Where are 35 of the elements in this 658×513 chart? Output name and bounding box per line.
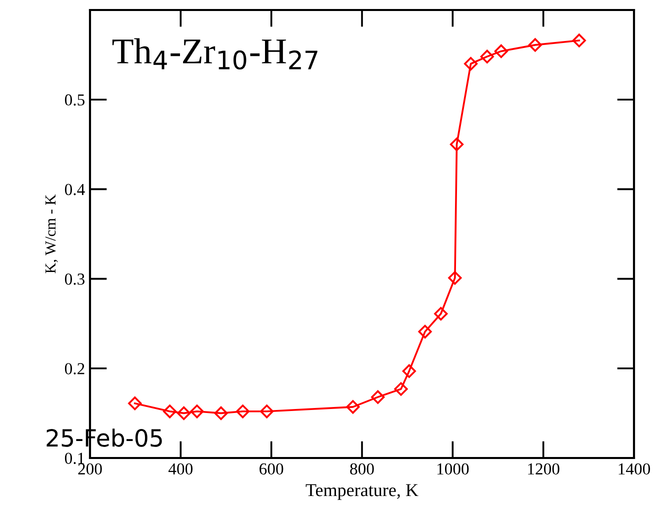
point (346, 400, 360, 414)
y-tick-label: 0.2 (64, 363, 84, 374)
point (450, 138, 464, 152)
point (480, 50, 494, 64)
point (162, 404, 177, 418)
y-axis-title: K, W/cm - K (45, 194, 58, 274)
x-axis-title: Temperature, K (306, 484, 418, 500)
point (418, 324, 432, 338)
x-tick-label: 800 (350, 463, 374, 475)
y-tick-label: 0.4 (64, 184, 85, 196)
x-tick-label: 200 (78, 463, 102, 475)
point (572, 34, 586, 48)
point (464, 56, 478, 71)
x-tick-label: 1400 (618, 463, 650, 475)
point (402, 364, 416, 378)
text: Th$_{4}$-Zr$_{10}$-H$_{27}$ (112, 38, 318, 70)
point (177, 406, 191, 420)
point (434, 306, 448, 321)
x-tick-label: 400 (168, 463, 193, 475)
point (371, 390, 385, 404)
x-tick-label: 1000 (437, 463, 469, 475)
point (214, 406, 228, 420)
point (190, 404, 204, 418)
point (448, 271, 462, 285)
y-tick-label: 0.5 (64, 94, 84, 106)
x-tick-label: 600 (260, 463, 284, 475)
y-tick-label: 0.3 (64, 274, 84, 285)
point (494, 44, 508, 58)
point (394, 382, 408, 396)
point (260, 404, 274, 418)
point (236, 404, 250, 418)
y-tick-label: 0.1 (64, 452, 84, 464)
x-tick-label: 1200 (528, 463, 560, 475)
point (128, 396, 142, 410)
point (528, 38, 542, 52)
